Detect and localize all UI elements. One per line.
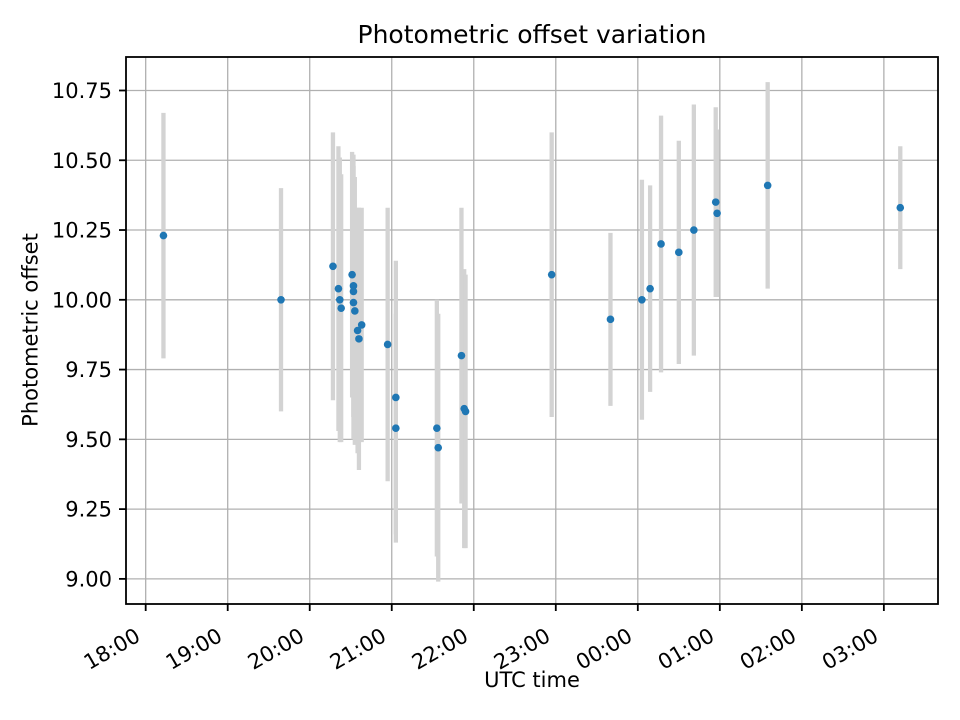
data-point bbox=[457, 351, 466, 360]
data-point bbox=[349, 287, 358, 296]
y-tick-label: 9.75 bbox=[65, 358, 112, 382]
data-point bbox=[337, 304, 345, 312]
data-point bbox=[433, 424, 441, 432]
data-point bbox=[355, 335, 363, 343]
data-point bbox=[383, 340, 392, 349]
y-tick-label: 10.25 bbox=[52, 219, 112, 243]
data-point bbox=[763, 181, 772, 190]
x-tick-label: 02:00 bbox=[736, 624, 800, 675]
y-tick-label: 10.50 bbox=[52, 149, 112, 173]
data-point bbox=[606, 315, 615, 324]
y-tick-label: 9.00 bbox=[65, 567, 112, 591]
data-point bbox=[334, 284, 343, 293]
axes-spines bbox=[125, 56, 939, 605]
data-point bbox=[353, 326, 362, 335]
y-tick-label: 10.00 bbox=[52, 288, 112, 312]
x-tick-label: 19:00 bbox=[162, 624, 226, 675]
data-point bbox=[711, 198, 720, 206]
data-point bbox=[159, 231, 168, 240]
y-tick-label: 9.25 bbox=[65, 498, 112, 522]
y-tick-label: 10.75 bbox=[52, 79, 112, 103]
data-point bbox=[349, 298, 358, 307]
data-point bbox=[690, 226, 698, 234]
data-point bbox=[392, 424, 400, 432]
data-point bbox=[547, 270, 556, 279]
y-tick-label: 9.50 bbox=[65, 428, 112, 452]
data-point bbox=[675, 248, 683, 257]
data-point bbox=[896, 203, 905, 212]
x-tick-label: 21:00 bbox=[326, 624, 390, 675]
x-tick-label: 00:00 bbox=[572, 624, 636, 675]
data-point bbox=[657, 240, 665, 248]
x-tick-label: 18:00 bbox=[80, 624, 144, 675]
data-point bbox=[349, 282, 358, 290]
data-point bbox=[461, 407, 470, 416]
data-point bbox=[646, 284, 654, 293]
data-point bbox=[357, 321, 366, 329]
data-point bbox=[335, 296, 344, 304]
data-point bbox=[277, 296, 285, 304]
data-point bbox=[434, 443, 443, 452]
x-tick-label: 23:00 bbox=[490, 624, 554, 675]
data-point bbox=[392, 393, 400, 402]
data-point bbox=[329, 262, 337, 271]
y-axis-label: Photometric offset bbox=[18, 233, 43, 427]
data-point bbox=[351, 307, 359, 315]
x-tick-label: 20:00 bbox=[244, 624, 308, 675]
x-tick-label: 01:00 bbox=[654, 624, 718, 675]
data-point bbox=[638, 296, 646, 304]
x-axis-label: UTC time bbox=[484, 668, 580, 692]
data-point bbox=[348, 270, 356, 279]
x-tick-label: 03:00 bbox=[818, 624, 882, 675]
chart-title: Photometric offset variation bbox=[357, 20, 707, 49]
x-tick-label: 22:00 bbox=[408, 624, 472, 675]
data-point bbox=[713, 209, 721, 218]
